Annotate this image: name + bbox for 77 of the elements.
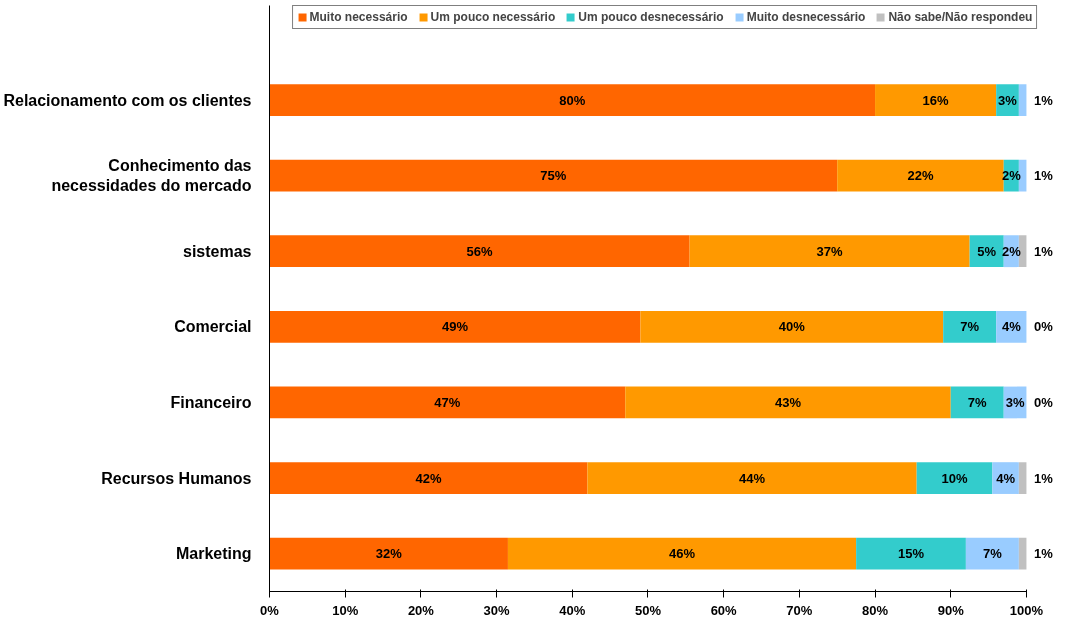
data-label: 0% — [1034, 319, 1054, 335]
bar — [837, 159, 1004, 192]
data-label: 40% — [778, 319, 806, 335]
data-label: 7% — [967, 394, 988, 410]
data-label: 37% — [816, 243, 844, 259]
data-label: 47% — [434, 394, 461, 410]
bar — [950, 386, 1004, 419]
bar — [1018, 537, 1027, 570]
bar — [269, 310, 641, 343]
bar — [1018, 462, 1027, 494]
bar — [269, 84, 876, 116]
data-label: 1% — [1034, 243, 1054, 259]
y-tick-label: Conhecimento das necessidades do mercado — [51, 156, 252, 195]
x-tick-label: 70% — [786, 602, 813, 618]
y-tick-label: Comercial — [174, 318, 252, 336]
data-label: 7% — [982, 546, 1003, 562]
data-label: 3% — [1005, 394, 1025, 410]
bar — [269, 159, 838, 192]
bar — [965, 537, 1019, 570]
bar — [1018, 84, 1027, 116]
bar — [943, 310, 997, 343]
data-label: 7% — [960, 319, 980, 335]
y-tick-label: Recursos Humanos — [101, 469, 252, 487]
x-tick-label: 40% — [559, 602, 586, 618]
legend-label: Um pouco necessário — [430, 10, 556, 24]
bar — [269, 537, 508, 570]
y-tick-label: Financeiro — [170, 393, 252, 411]
bar — [689, 235, 970, 268]
x-tick-label: 20% — [407, 602, 435, 618]
data-label: 49% — [441, 319, 469, 335]
data-label: 1% — [1034, 470, 1054, 486]
data-label: 32% — [375, 546, 403, 562]
bar — [875, 84, 997, 116]
data-label: 1% — [1034, 546, 1054, 562]
bar — [625, 386, 951, 419]
x-tick-label: 0% — [260, 602, 280, 618]
bar — [269, 462, 588, 494]
data-label: 16% — [922, 92, 950, 108]
x-tick-label: 60% — [710, 602, 738, 618]
data-label: 15% — [898, 546, 925, 562]
x-tick-label: 100% — [1009, 602, 1044, 618]
bar — [269, 386, 626, 419]
data-label: 1% — [1034, 92, 1054, 108]
x-tick-label: 50% — [634, 602, 662, 618]
data-label: 43% — [774, 394, 802, 410]
data-label: 22% — [907, 168, 934, 184]
legend-label: Não sabe/Não respondeu — [888, 10, 1033, 24]
y-tick-label: Marketing — [175, 545, 252, 563]
bar — [640, 310, 944, 343]
bar — [587, 462, 917, 494]
legend-label: Um pouco desnecessário — [578, 10, 724, 24]
data-label: 1% — [1034, 168, 1054, 184]
data-label: 80% — [559, 92, 586, 108]
x-tick-label: 30% — [483, 602, 511, 618]
data-label: 44% — [739, 470, 766, 486]
data-label: 0% — [1034, 394, 1054, 410]
data-label: 42% — [415, 470, 442, 486]
data-label: 56% — [466, 243, 493, 259]
y-tick-label: sistemas — [183, 242, 252, 260]
data-label: 3% — [998, 92, 1018, 108]
legend-label: Muito necessário — [309, 10, 408, 24]
x-tick-label: 90% — [937, 602, 965, 618]
data-label: 4% — [996, 470, 1016, 486]
data-label: 2% — [1001, 243, 1022, 259]
bar — [916, 462, 993, 494]
y-tick-label: Relacionamento com os clientes — [3, 91, 252, 109]
data-label: 46% — [669, 546, 696, 562]
x-tick-label: 10% — [332, 602, 359, 618]
data-label: 4% — [1001, 319, 1022, 335]
bar — [269, 235, 690, 268]
bar — [507, 537, 857, 570]
bar — [856, 537, 966, 570]
data-label: 75% — [540, 168, 567, 184]
x-tick-label: 80% — [862, 602, 889, 618]
legend-label: Muito desnecessário — [746, 10, 866, 24]
data-label: 10% — [941, 470, 968, 486]
data-label: 5% — [977, 243, 997, 259]
